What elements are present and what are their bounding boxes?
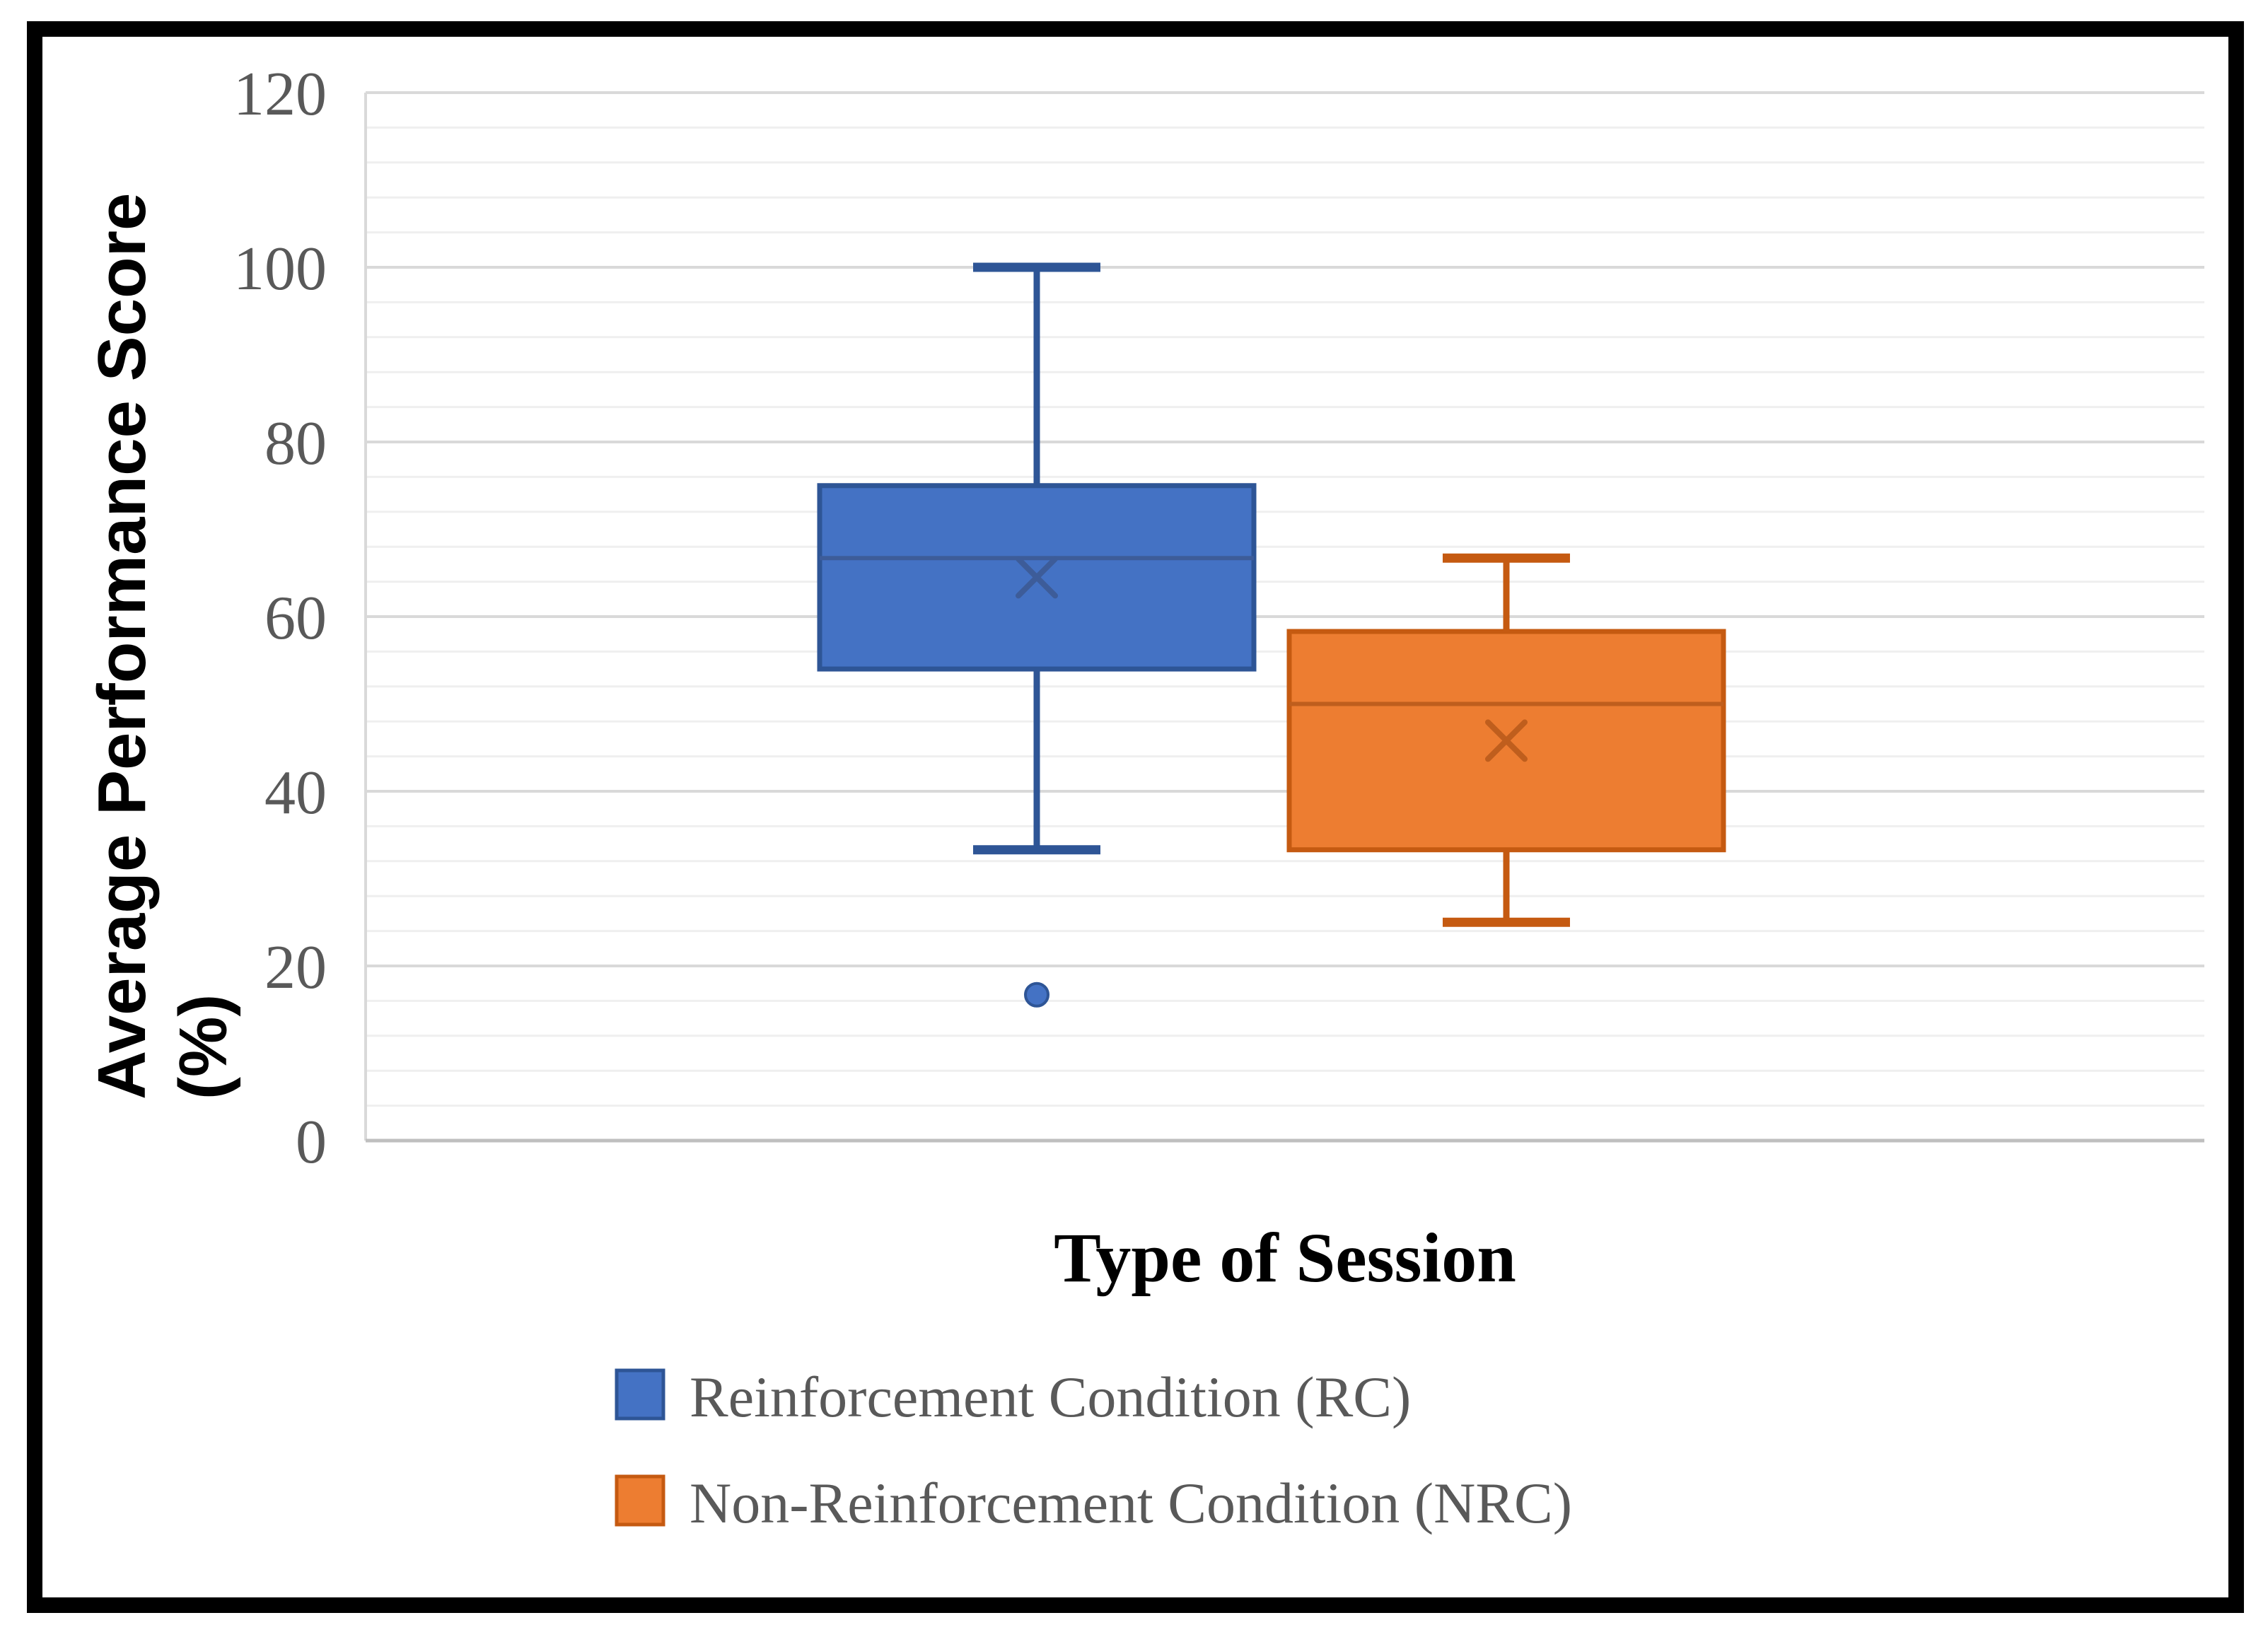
box-series-nrc [1286, 553, 1726, 927]
y-axis-title-line1: Average Performance Score [84, 193, 160, 1100]
legend-swatch-nrc [615, 1474, 665, 1527]
outlier-point [1024, 981, 1049, 1008]
legend-label-rc: Reinforcement Condition (RC) [690, 1365, 1411, 1429]
box-series-rc [817, 262, 1257, 1008]
y-tick-label: 40 [264, 759, 327, 827]
y-axis-title-line2: (%) [165, 994, 241, 1100]
gridlines-layer [366, 91, 2204, 1107]
box-series-layer [817, 262, 1726, 1008]
legend-swatch-rc [615, 1368, 665, 1421]
y-tick-label: 20 [264, 933, 327, 1002]
y-tick-labels: 0 20 40 60 80 100 120 [233, 60, 327, 1177]
legend: Reinforcement Condition (RC) Non-Reinfor… [615, 1365, 1572, 1535]
y-tick-label: 0 [296, 1108, 327, 1177]
y-tick-label: 120 [233, 60, 327, 129]
x-axis-title: Type of Session [1054, 1218, 1516, 1297]
mean-marker [1485, 719, 1528, 762]
iqr-box [817, 483, 1257, 672]
mean-marker [1016, 556, 1058, 599]
y-tick-label: 80 [264, 409, 327, 478]
legend-label-nrc: Non-Reinforcement Condition (NRC) [690, 1471, 1572, 1535]
y-tick-label: 100 [233, 235, 327, 303]
y-tick-label: 60 [264, 584, 327, 653]
axes-layer [364, 93, 2204, 1143]
